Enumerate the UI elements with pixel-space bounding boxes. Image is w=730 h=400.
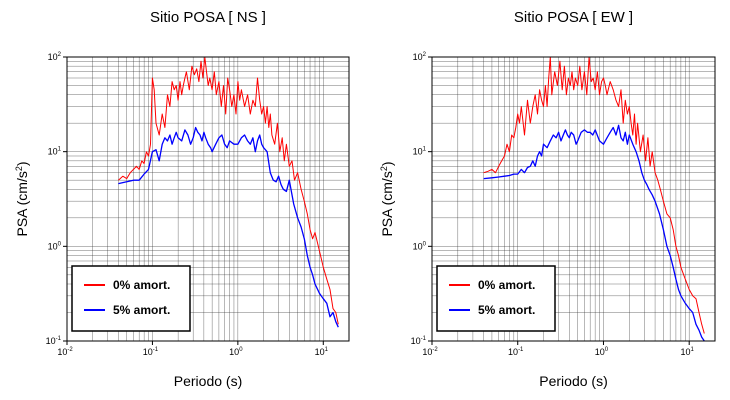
x-tick-label: 100 bbox=[595, 347, 609, 357]
legend-box bbox=[436, 265, 556, 332]
x-tick-exponent: 0 bbox=[605, 347, 609, 353]
y-tick-label: 100 bbox=[413, 241, 427, 251]
legend-label-2: 5% amort. bbox=[478, 303, 535, 317]
x-tick-exponent: 1 bbox=[691, 347, 695, 353]
y-tick-exponent: 0 bbox=[423, 241, 427, 247]
x-tick-exponent: -2 bbox=[67, 347, 73, 353]
legend-label-1: 0% amort. bbox=[478, 278, 535, 292]
y-tick-exponent: 0 bbox=[58, 241, 62, 247]
series-line-1 bbox=[118, 56, 339, 325]
y-tick-label: 101 bbox=[48, 147, 62, 157]
x-tick-exponent: -1 bbox=[518, 347, 524, 353]
x-tick-label: 101 bbox=[681, 347, 695, 357]
legend-label-1: 0% amort. bbox=[113, 278, 170, 292]
x-tick-label: 101 bbox=[315, 347, 329, 357]
chart-title: Sitio POSA [ NS ] bbox=[150, 9, 266, 26]
y-tick-label: 101 bbox=[413, 147, 427, 157]
x-tick-label: 10-2 bbox=[57, 347, 73, 357]
y-axis-label: PSA (cm/s2) bbox=[14, 161, 30, 236]
y-tick-label: 10-1 bbox=[46, 336, 62, 346]
series-line-2 bbox=[483, 124, 705, 342]
legend-box bbox=[71, 265, 191, 332]
y-tick-label: 102 bbox=[413, 52, 427, 62]
legend-label-2: 5% amort. bbox=[113, 303, 170, 317]
x-tick-label: 100 bbox=[229, 347, 243, 357]
legend: 0% amort. 5% amort. bbox=[436, 265, 556, 332]
series-line-1 bbox=[483, 56, 705, 334]
x-axis-label: Periodo (s) bbox=[539, 373, 607, 389]
y-axis-label-close: ) bbox=[379, 161, 395, 166]
y-tick-label: 10-1 bbox=[411, 336, 427, 346]
y-tick-label: 102 bbox=[48, 52, 62, 62]
y-axis-label-close: ) bbox=[14, 161, 30, 166]
x-tick-exponent: 0 bbox=[239, 347, 243, 353]
y-tick-exponent: 2 bbox=[423, 52, 427, 58]
y-axis-label-base: PSA (cm/s bbox=[14, 171, 30, 236]
y-tick-exponent: -1 bbox=[56, 336, 62, 342]
y-tick-exponent: 2 bbox=[58, 52, 62, 58]
y-axis-label-base: PSA (cm/s bbox=[379, 171, 395, 236]
legend: 0% amort. 5% amort. bbox=[71, 265, 191, 332]
x-tick-exponent: 1 bbox=[325, 347, 329, 353]
x-tick-exponent: -1 bbox=[153, 347, 159, 353]
plot-frame bbox=[431, 56, 716, 342]
y-tick-label: 100 bbox=[48, 241, 62, 251]
x-tick-label: 10-1 bbox=[143, 347, 159, 357]
x-tick-exponent: -2 bbox=[432, 347, 438, 353]
plot-frame bbox=[66, 56, 350, 342]
y-tick-exponent: -1 bbox=[421, 336, 427, 342]
y-tick-exponent: 1 bbox=[423, 147, 427, 153]
y-tick-exponent: 1 bbox=[58, 147, 62, 153]
series-line-2 bbox=[118, 126, 339, 328]
y-axis-label-sup: 2 bbox=[14, 166, 24, 171]
y-axis-label-sup: 2 bbox=[379, 166, 389, 171]
x-tick-label: 10-1 bbox=[508, 347, 524, 357]
x-tick-label: 10-2 bbox=[422, 347, 438, 357]
y-axis-label: PSA (cm/s2) bbox=[379, 161, 395, 236]
chart-title: Sitio POSA [ EW ] bbox=[514, 9, 633, 26]
grid bbox=[66, 56, 350, 342]
x-axis-label: Periodo (s) bbox=[174, 373, 242, 389]
